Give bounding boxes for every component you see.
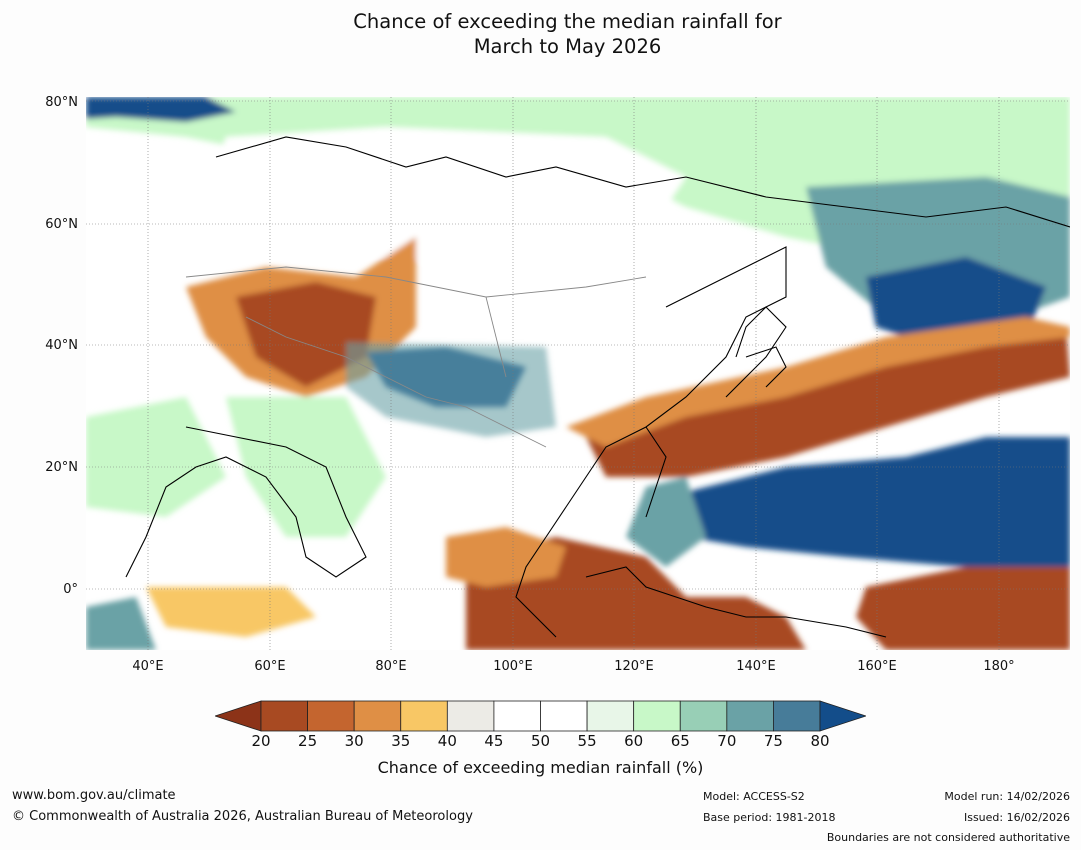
issued-text: Issued: 16/02/2026 [963,811,1070,824]
field-africa-teal [86,597,156,650]
colorbar-tick-label: 35 [391,732,411,750]
colorbar-bin [400,700,448,732]
copyright-text: © Commonwealth of Australia 2026, Austra… [12,809,473,824]
field-pacific-dry-edge [566,317,1070,447]
colorbar-bin [446,700,495,732]
model-text: Model: ACCESS-S2 [703,790,805,803]
map-title: Chance of exceeding the median rainfall … [0,9,1081,59]
field-india-green [226,397,386,537]
colorbar-bin [260,700,308,732]
lon-label-60e: 60°E [254,659,286,674]
colorbar-bin [679,700,728,732]
colorbar-bin [726,700,774,732]
field-west-pacific-teal [626,477,706,567]
colorbar-bin [493,700,541,732]
field-pacific-dry-band [586,327,1070,477]
colorbar-tick-label: 20 [251,732,271,750]
colorbar [215,700,866,732]
field-sw-pacific-dry [856,567,1070,650]
colorbar-above-arrow [819,700,866,732]
lat-label-20n: 20°N [45,460,78,475]
colorbar-bin [307,700,355,732]
lon-label-120e: 120°E [614,659,654,674]
colorbar-tick-label: 65 [670,732,690,750]
lat-label-80n: 80°N [45,95,78,110]
field-arctic-blue-west [86,97,236,122]
country-boundaries [185,266,647,448]
colorbar-tick-label: 50 [530,732,551,750]
colorbar-label: Chance of exceeding median rainfall (%) [377,758,704,777]
colorbar-bin [540,700,588,732]
field-arabia-green [86,397,226,517]
lon-label-180: 180° [983,659,1015,674]
colorbar-bin [586,700,635,732]
field-indian-ocean-yellow [146,587,316,637]
colorbar-below-arrow [215,700,262,732]
colorbar-bin [633,700,681,732]
colorbar-tick-label: 30 [344,732,364,750]
field-maritime-edge [446,527,566,587]
title-line-1: Chance of exceeding the median rainfall … [353,10,782,33]
colorbar-tick-label: 70 [717,732,737,750]
colorbar-tick-label: 80 [810,732,830,750]
colorbar-bins [260,700,821,732]
lat-label-60n: 60°N [45,217,78,232]
map-canvas [86,97,1070,650]
website-link[interactable]: www.bom.gov.au/climate [12,788,176,803]
title-line-2: March to May 2026 [473,35,662,58]
graticule [86,97,1070,650]
field-west-pacific-blue [666,437,1070,577]
rainfall-map [86,97,1070,650]
colorbar-tick-label: 75 [763,732,783,750]
model-run-text: Model run: 14/02/2026 [944,790,1070,803]
lon-label-160e: 160°E [857,659,897,674]
colorbar-tick-label: 60 [624,732,644,750]
lon-label-40e: 40°E [132,659,164,674]
colorbar-tick-label: 25 [298,732,318,750]
colorbar-bin [353,700,402,732]
lon-label-80e: 80°E [375,659,407,674]
probability-fields [86,97,1070,650]
field-central-asia-core [236,282,376,387]
coastlines [125,136,1070,638]
lon-label-140e: 140°E [736,659,776,674]
lon-label-100e: 100°E [493,659,533,674]
base-period-text: Base period: 1981-2018 [703,811,836,824]
lat-label-0: 0° [63,582,78,597]
boundaries-note: Boundaries are not considered authoritat… [826,831,1070,844]
colorbar-tick-label: 45 [484,732,504,750]
lat-label-40n: 40°N [45,338,78,353]
colorbar-tick-label: 40 [437,732,457,750]
field-north-white [206,127,686,267]
colorbar-bin [773,700,821,732]
colorbar-tick-label: 55 [577,732,597,750]
